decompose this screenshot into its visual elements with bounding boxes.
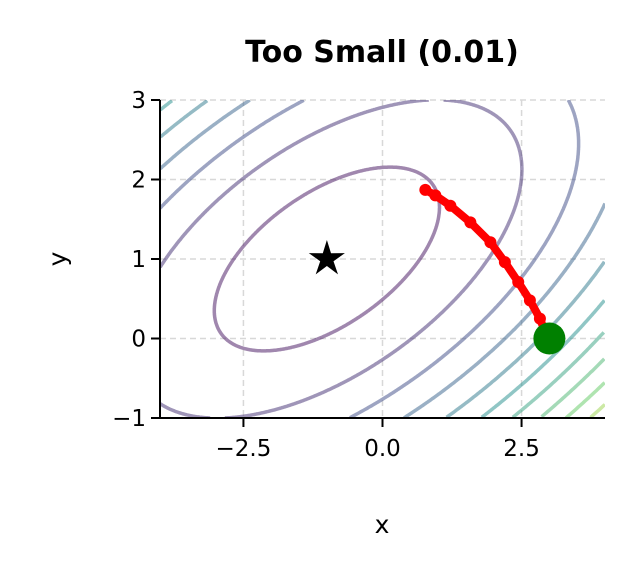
contour-line <box>160 100 524 418</box>
contour-line <box>540 357 605 418</box>
path-point <box>444 199 457 212</box>
contour-line <box>511 331 605 418</box>
markers <box>308 240 566 355</box>
path-point <box>523 294 536 307</box>
contour-line <box>160 100 605 418</box>
y-tick-label: 2 <box>131 168 146 194</box>
contour-line <box>160 100 581 418</box>
y-tick-label: 0 <box>131 327 146 353</box>
path-line <box>421 185 552 343</box>
contour-line <box>212 165 442 353</box>
x-tick-label: 0.0 <box>364 436 401 462</box>
path-point <box>484 236 497 249</box>
star-icon <box>308 240 345 275</box>
path-point <box>498 256 511 269</box>
path-point <box>464 216 477 229</box>
contour-line <box>160 100 605 418</box>
axes: −2.5 0.0 2.5 −1 0 1 2 3 <box>112 88 605 462</box>
x-axis-label: x <box>375 510 390 539</box>
path-point <box>512 276 525 289</box>
start-point <box>533 322 566 355</box>
y-tick-label: −1 <box>112 406 146 432</box>
contour-line <box>564 381 605 418</box>
path-point <box>429 189 442 202</box>
x-tick-label: −2.5 <box>216 436 272 462</box>
path-point <box>533 312 546 325</box>
path-point <box>419 183 432 196</box>
y-tick-label: 3 <box>131 88 146 114</box>
x-tick-label: 2.5 <box>503 436 540 462</box>
contour-line <box>589 403 605 418</box>
contours <box>160 100 605 418</box>
chart-title: Too Small (0.01) <box>245 35 519 70</box>
y-tick-label: 1 <box>131 247 146 273</box>
y-axis-label: y <box>43 251 72 266</box>
